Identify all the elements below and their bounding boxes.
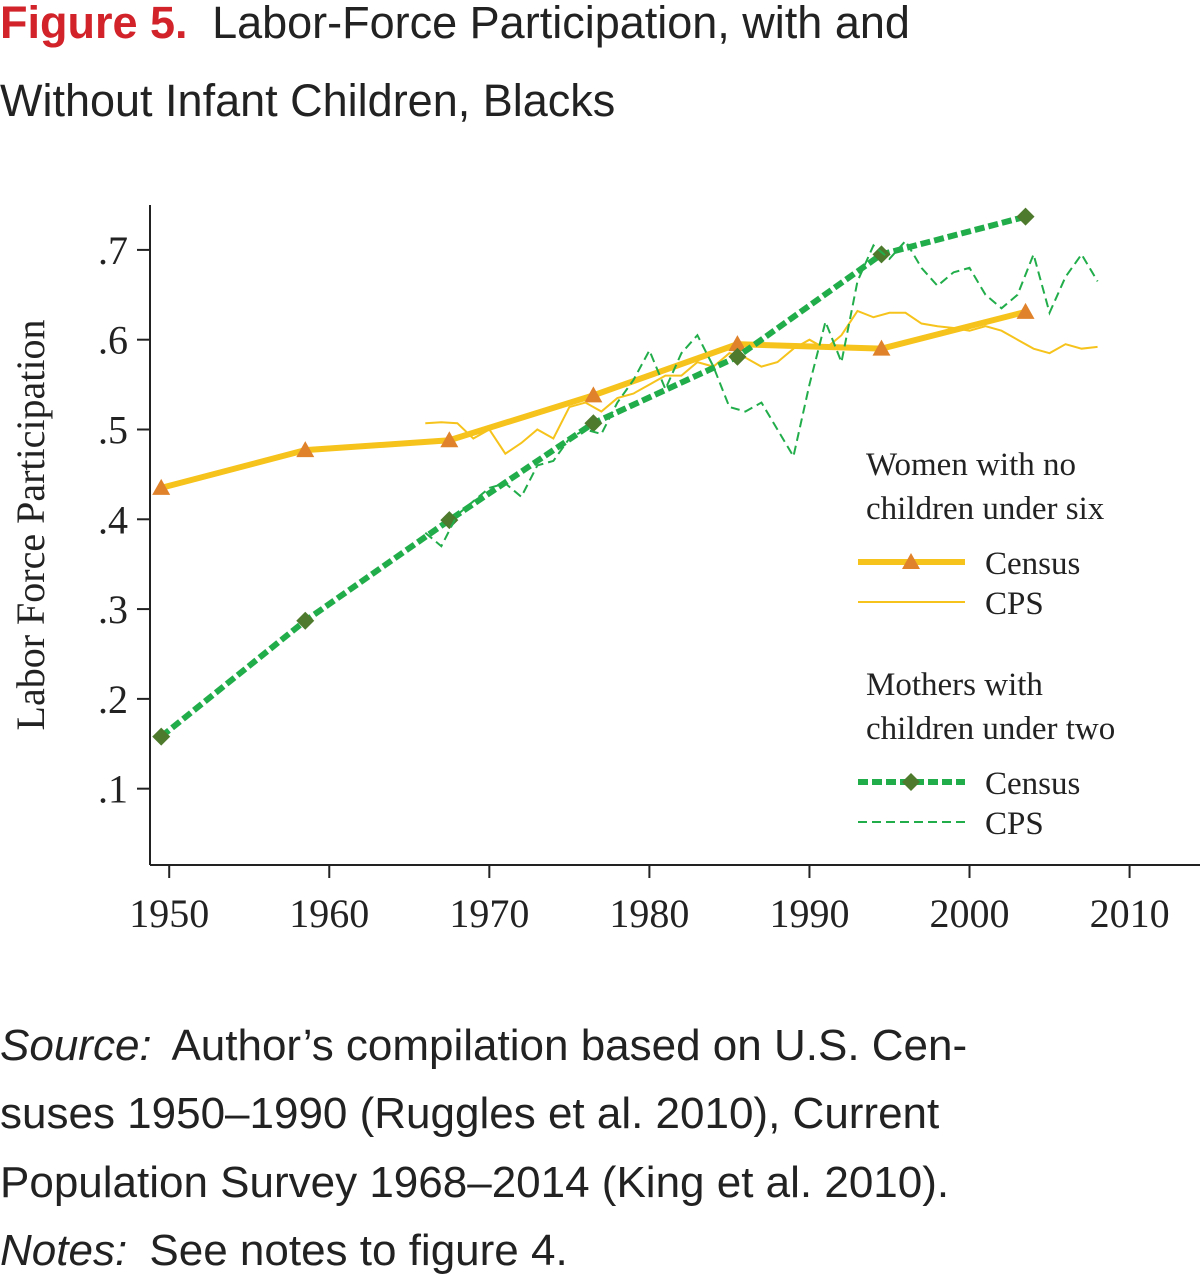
source-text: Author’s compilation based on U.S. Cen-: [171, 1021, 967, 1070]
y-tick-label: .4: [98, 497, 128, 542]
y-tick-label: .3: [98, 587, 128, 632]
figure-label: Figure 5.: [0, 0, 188, 48]
legend-label: Census: [985, 766, 1080, 802]
series-line: [425, 309, 1098, 456]
x-tick-label: 1990: [769, 891, 849, 936]
source: Source: Author’s compilation based on U.…: [0, 1021, 967, 1070]
notes-text: See notes to figure 4.: [149, 1226, 567, 1275]
y-tick-label: .1: [98, 767, 128, 812]
legend-label: Census: [985, 546, 1080, 582]
notes-label: Notes:: [0, 1226, 127, 1275]
legend-label: CPS: [985, 586, 1044, 622]
x-tick-label: 1960: [289, 891, 369, 936]
source-label: Source:: [0, 1021, 152, 1070]
marker: [872, 245, 891, 264]
series-line: [424, 239, 1099, 548]
legend-group-title: children under two: [866, 711, 1115, 747]
x-tick-label: 1970: [449, 891, 529, 936]
y-axis-label: Labor Force Participation: [8, 320, 53, 731]
marker: [1016, 302, 1035, 319]
legend-group-title: children under six: [866, 491, 1105, 527]
legend-marker: [902, 773, 920, 791]
marker: [440, 431, 459, 448]
y-tick-label: .6: [98, 318, 128, 363]
marker: [872, 339, 891, 356]
y-tick-label: .7: [98, 228, 128, 273]
legend-group-title: Women with no: [866, 447, 1076, 483]
marker: [152, 478, 171, 495]
marker: [728, 335, 747, 352]
title: Labor-Force Participation, with and: [212, 0, 910, 48]
title: Without Infant Children, Blacks: [0, 75, 615, 126]
x-tick-label: 1980: [609, 891, 689, 936]
legend-marker: [902, 553, 920, 569]
title-line: Figure 5. Labor-Force Participation, wit…: [0, 0, 910, 48]
marker: [440, 511, 459, 530]
x-tick-label: 2000: [930, 891, 1010, 936]
marker: [728, 347, 747, 366]
marker: [1016, 207, 1035, 226]
marker: [296, 611, 315, 630]
legend-label: CPS: [985, 806, 1044, 842]
source-text: suses 1950–1990 (Ruggles et al. 2010), C…: [0, 1089, 939, 1138]
marker: [296, 441, 315, 458]
marker: [584, 414, 603, 433]
marker: [152, 727, 171, 746]
y-tick-label: .5: [98, 407, 128, 452]
x-tick-label: 1950: [129, 891, 209, 936]
legend-group-title: Mothers with: [866, 667, 1043, 703]
source-text: Population Survey 1968–2014 (King et al.…: [0, 1158, 949, 1207]
x-tick-label: 2010: [1090, 891, 1170, 936]
marker: [584, 386, 603, 403]
notes: Notes: See notes to figure 4.: [0, 1226, 568, 1275]
y-tick-label: .2: [98, 677, 128, 722]
